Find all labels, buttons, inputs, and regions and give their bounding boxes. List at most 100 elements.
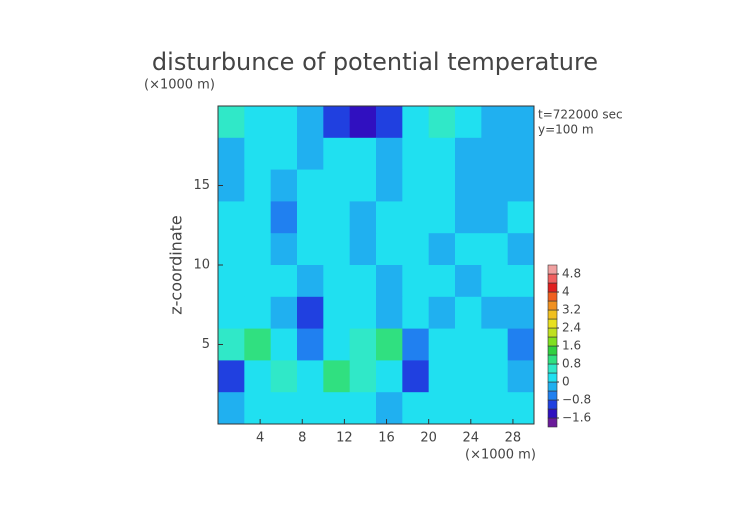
x-tick-label: 8 <box>298 431 306 446</box>
field-cell <box>376 328 403 361</box>
annotation: y=100 m <box>538 123 594 137</box>
field-cell <box>297 201 324 234</box>
field-cell <box>376 201 403 234</box>
x-tick-label: 24 <box>463 431 480 446</box>
y-unit-label: (×1000 m) <box>144 78 215 93</box>
x-unit-label: (×1000 m) <box>465 448 536 463</box>
colorbar-tick-label: −0.8 <box>562 393 591 407</box>
colorbar-band <box>547 282 558 293</box>
field-cell <box>428 328 456 361</box>
x-tick-label: 20 <box>420 431 437 446</box>
colorbar-band <box>547 354 558 365</box>
field-cell <box>402 106 430 139</box>
field-cell <box>218 201 245 234</box>
field-cell <box>270 137 298 171</box>
field-cell <box>402 392 430 425</box>
field-cell <box>244 360 272 393</box>
field-cell <box>349 296 377 330</box>
field-cell <box>218 360 245 393</box>
field-cell <box>481 360 509 393</box>
field-cell <box>402 360 430 393</box>
field-cell <box>402 233 430 266</box>
field-cell <box>376 265 403 298</box>
colorbar-band <box>547 372 558 383</box>
field-cell <box>218 392 245 425</box>
field-cell <box>297 328 324 361</box>
field-cell <box>402 201 430 234</box>
colorbar-band <box>547 363 558 374</box>
field-cell <box>244 328 272 361</box>
field-cell <box>455 296 482 330</box>
field-cell <box>218 265 245 298</box>
field-cell <box>402 265 430 298</box>
field-cell <box>402 137 430 171</box>
colorbar-band <box>547 300 558 311</box>
field-cell <box>323 328 351 361</box>
y-tick-label: 15 <box>193 178 210 193</box>
field-cell <box>507 106 535 139</box>
field-cell <box>349 169 377 202</box>
colorbar-tick-label: 4 <box>562 285 570 299</box>
field-cell <box>323 106 351 139</box>
field-cell <box>270 392 298 425</box>
field-cell <box>270 169 298 202</box>
field-cell <box>376 360 403 393</box>
colorbar-band <box>547 264 558 275</box>
field-cell <box>455 265 482 298</box>
field-cell <box>270 201 298 234</box>
field-cell <box>270 296 298 330</box>
field-cell <box>244 169 272 202</box>
field-cell <box>507 169 535 202</box>
field-cell <box>244 233 272 266</box>
field-cell <box>507 360 535 393</box>
field-cell <box>507 328 535 361</box>
field-cell <box>376 233 403 266</box>
field-cell <box>323 392 351 425</box>
field-cell <box>270 233 298 266</box>
field-cell <box>402 328 430 361</box>
field-cell <box>507 201 535 234</box>
colorbar-tick-label: 1.6 <box>562 339 581 353</box>
field-cell <box>323 233 351 266</box>
field-cell <box>349 392 377 425</box>
field-cell <box>349 106 377 139</box>
colorbar-band <box>547 399 558 410</box>
x-tick-label: 16 <box>378 431 395 446</box>
colorbar-band <box>547 291 558 302</box>
x-tick-label: 12 <box>336 431 353 446</box>
field-cell <box>455 169 482 202</box>
field-cell <box>270 106 298 139</box>
colorbar-band <box>547 381 558 392</box>
colorbar-band <box>547 309 558 320</box>
field-cell <box>455 233 482 266</box>
field-cell <box>481 328 509 361</box>
field-cell <box>297 106 324 139</box>
field-cell <box>481 201 509 234</box>
field-cell <box>323 137 351 171</box>
field-cell <box>297 137 324 171</box>
chart-title: disturbunce of potential temperature <box>152 48 598 76</box>
field-cell <box>481 137 509 171</box>
field-cell <box>297 233 324 266</box>
colorbar-tick-label: 4.8 <box>562 267 581 281</box>
field-cell <box>376 106 403 139</box>
field-cell <box>244 106 272 139</box>
field-cell <box>455 360 482 393</box>
field-cell <box>244 392 272 425</box>
field-cell <box>376 137 403 171</box>
colorbar-band <box>547 318 558 329</box>
colorbar-tick-label: 3.2 <box>562 303 581 317</box>
y-axis-label: z-coordinate <box>167 215 186 315</box>
field-cell <box>455 392 482 425</box>
field-cell <box>218 296 245 330</box>
annotation: t=722000 sec <box>538 108 623 122</box>
field-cell <box>507 392 535 425</box>
field-cell <box>507 265 535 298</box>
colorbar-band <box>547 336 558 347</box>
field-cell <box>481 296 509 330</box>
field-cell <box>218 233 245 266</box>
field-cell <box>428 392 456 425</box>
field-cell <box>218 137 245 171</box>
colorbar-tick-label: 2.4 <box>562 321 581 335</box>
